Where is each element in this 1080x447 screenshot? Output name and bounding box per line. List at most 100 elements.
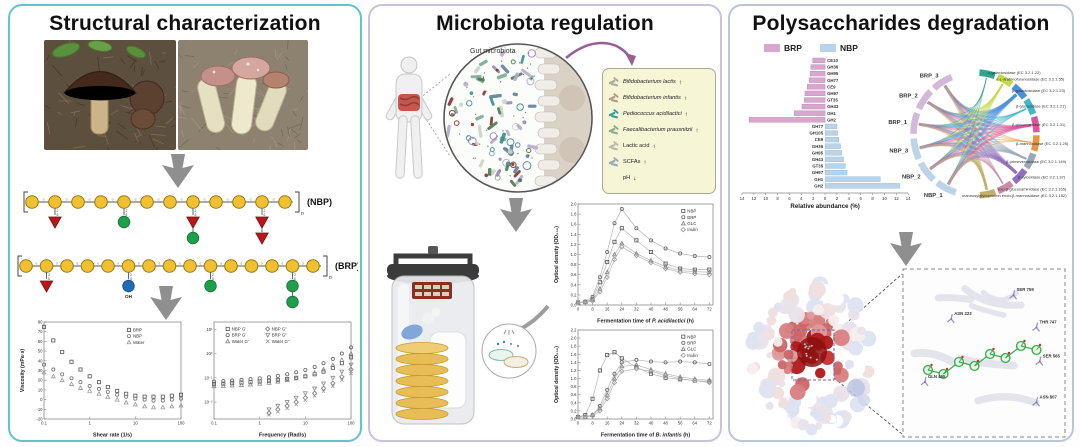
svg-text:10: 10 xyxy=(303,421,308,426)
svg-text:NBP: NBP xyxy=(133,334,142,339)
svg-text:Water: Water xyxy=(133,340,145,345)
svg-text:56: 56 xyxy=(678,307,683,312)
svg-text:α: α xyxy=(89,198,91,202)
svg-text:β-xylosidase (EC 3.2.1.37): β-xylosidase (EC 3.2.1.37) xyxy=(1018,175,1066,180)
svg-text:GH77: GH77 xyxy=(827,78,839,83)
svg-text:1.2: 1.2 xyxy=(571,368,577,373)
svg-text:2.0: 2.0 xyxy=(571,202,577,207)
legend-item-nbp: NBP xyxy=(819,43,858,53)
nbp-swatch xyxy=(819,44,836,52)
finding-label: Pediococcus acidilactici xyxy=(623,111,682,117)
finding-label: SCFAs xyxy=(623,159,641,165)
svg-text:64: 64 xyxy=(692,421,697,426)
svg-text:GH95: GH95 xyxy=(812,150,824,155)
svg-text:β-mannosidase (EC 3.2.1.25): β-mannosidase (EC 3.2.1.25) xyxy=(1016,141,1069,146)
svg-text:NBP: NBP xyxy=(687,334,696,339)
svg-text:α-galactosidase (EC 3.2.1.22): α-galactosidase (EC 3.2.1.22) xyxy=(988,70,1042,75)
svg-text:(NBP): (NBP) xyxy=(307,197,332,207)
finding-label: Lactic acid xyxy=(623,143,650,149)
svg-text:THR 747: THR 747 xyxy=(1039,320,1057,325)
svg-text:100: 100 xyxy=(348,421,356,426)
svg-text:40: 40 xyxy=(38,358,43,363)
svg-text:α: α xyxy=(273,198,275,202)
brp-swatch xyxy=(764,44,780,52)
finding-item: Faecalibacterium prausnitzii ↑ xyxy=(608,122,711,138)
svg-text:α: α xyxy=(199,262,201,266)
svg-text:10⁻¹: 10⁻¹ xyxy=(204,375,213,380)
nbp-legend-label: NBP xyxy=(839,43,858,53)
cazyme-chord-diagram: BRP_3 BRP_2 BRP_1 NBP_3 NBP_2 NBP_1 α-galactos… xyxy=(888,68,1069,200)
svg-text:BRP_2: BRP_2 xyxy=(899,93,918,99)
svg-text:0.0: 0.0 xyxy=(571,417,577,422)
svg-text:GH105: GH105 xyxy=(809,131,823,136)
trend-arrow: ↑ xyxy=(643,158,647,166)
svg-text:32: 32 xyxy=(634,307,639,312)
panel-title: Structural characterization xyxy=(49,12,321,35)
svg-text:1.4: 1.4 xyxy=(571,232,577,237)
svg-text:12: 12 xyxy=(894,196,899,201)
svg-text:GH77: GH77 xyxy=(812,124,824,129)
svg-text:Fermentation time of P. acidil: Fermentation time of P. acidilactici (h) xyxy=(597,319,694,325)
legend-item-brp: BRP xyxy=(764,43,802,53)
svg-text:α: α xyxy=(281,262,283,266)
svg-text:α: α xyxy=(302,262,304,266)
down-arrow-icon xyxy=(890,232,922,266)
svg-text:30: 30 xyxy=(38,368,43,373)
svg-text:α: α xyxy=(117,262,119,266)
panel-title: Polysaccharides degradation xyxy=(752,12,1050,35)
svg-text:0.0: 0.0 xyxy=(571,303,577,308)
svg-text:α: α xyxy=(35,262,37,266)
svg-text:0: 0 xyxy=(577,307,580,312)
svg-text:NBP G'': NBP G'' xyxy=(272,327,287,332)
svg-text:α: α xyxy=(97,262,99,266)
svg-text:α: α xyxy=(181,198,183,202)
svg-text:BRP: BRP xyxy=(133,327,142,332)
svg-text:Optical density (OD₆₀₀): Optical density (OD₆₀₀) xyxy=(554,346,560,403)
svg-text:10⁻²: 10⁻² xyxy=(204,400,213,405)
svg-text:exo-β-glucosaminidase (EC 3.2.: exo-β-glucosaminidase (EC 3.2.1.165) xyxy=(998,186,1067,191)
mushroom-photo-pale xyxy=(178,40,308,150)
svg-text:BRP_3: BRP_3 xyxy=(920,73,939,79)
svg-text:1.8: 1.8 xyxy=(571,344,577,349)
trend-arrow: ↑ xyxy=(678,78,683,86)
svg-text:α: α xyxy=(220,262,222,266)
trend-arrow: ↑ xyxy=(652,142,656,150)
svg-text:6: 6 xyxy=(860,196,863,201)
finding-item: Lactic acid ↑ xyxy=(608,138,711,154)
trend-arrow: ↑ xyxy=(684,110,689,118)
svg-text:8: 8 xyxy=(591,307,594,312)
microbiota-findings-box: Bifidobacterium lactis ↑ Bifidobacterium i… xyxy=(602,68,716,194)
svg-text:10: 10 xyxy=(38,387,43,392)
svg-text:SER 759: SER 759 xyxy=(1017,287,1035,292)
svg-text:0.6: 0.6 xyxy=(571,272,577,277)
svg-text:64: 64 xyxy=(692,307,697,312)
svg-text:2.0: 2.0 xyxy=(571,336,577,341)
svg-text:α: α xyxy=(56,262,58,266)
svg-text:GH43: GH43 xyxy=(812,157,824,162)
svg-text:β-galactosidase (EC 3.2.1.23): β-galactosidase (EC 3.2.1.23) xyxy=(1012,88,1066,93)
svg-text:0.2: 0.2 xyxy=(571,408,577,413)
trend-arrow: ↑ xyxy=(683,94,688,102)
svg-text:NBP_2: NBP_2 xyxy=(902,174,921,180)
svg-text:GH2: GH2 xyxy=(827,117,836,122)
svg-text:α: α xyxy=(76,262,78,266)
svg-text:Inulin: Inulin xyxy=(687,227,698,232)
svg-text:GLN 465: GLN 465 xyxy=(928,374,946,379)
svg-text:1: 1 xyxy=(88,421,91,426)
svg-text:BRP: BRP xyxy=(687,340,696,345)
bacteria-icon xyxy=(608,124,619,134)
svg-text:1.4: 1.4 xyxy=(571,360,577,365)
svg-text:α: α xyxy=(135,198,137,202)
bacteria-icon xyxy=(608,108,619,118)
svg-text:6: 6 xyxy=(57,213,59,217)
gut-microbiota-illustration xyxy=(443,43,593,193)
svg-text:0.4: 0.4 xyxy=(571,400,577,405)
svg-text:GH95: GH95 xyxy=(827,71,839,76)
svg-text:mannosylglycoprotein endo-β-ma: mannosylglycoprotein endo-β-mannosidase … xyxy=(962,193,1067,198)
bacteria-icon xyxy=(608,92,619,102)
panel-title: Microbiota regulation xyxy=(436,12,654,35)
svg-text:0.4: 0.4 xyxy=(571,282,577,287)
blue-glove xyxy=(401,324,423,340)
